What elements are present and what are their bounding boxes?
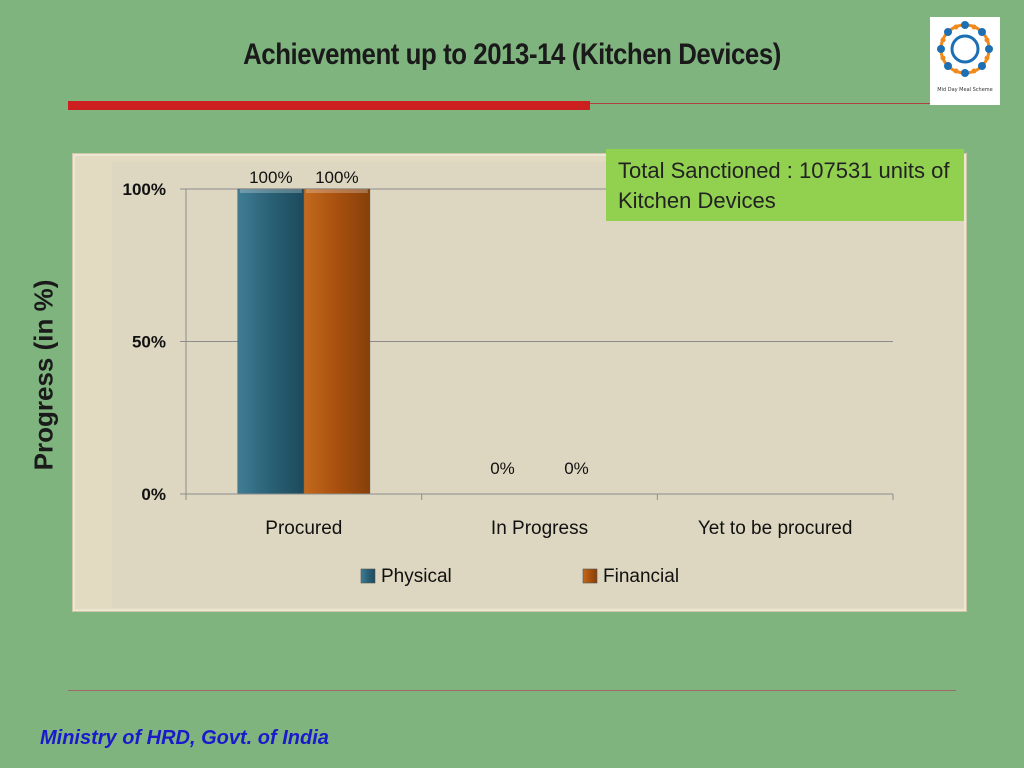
y-tick-label: 100%	[123, 180, 166, 199]
data-label: 100%	[315, 168, 358, 187]
legend-label-financial: Financial	[603, 566, 679, 587]
y-tick-label: 50%	[132, 333, 166, 352]
x-tick-label: Yet to be procured	[698, 518, 853, 539]
logo-emblem-icon	[937, 21, 993, 77]
logo-caption: Mid Day Meal Scheme	[937, 87, 993, 93]
bar-highlight	[305, 189, 368, 193]
footer-rule	[68, 690, 956, 691]
mid-day-meal-logo: Mid Day Meal Scheme	[930, 17, 1000, 105]
chart-panel: 0% 50% 100% 100% 100% 0% 0% Procured In Progre…	[72, 153, 967, 612]
legend-swatch-financial	[582, 568, 598, 584]
slide-title: Achievement up to 2013-14 (Kitchen Devic…	[243, 38, 781, 71]
x-tick-label: Procured	[265, 518, 342, 539]
y-tick-label: 0%	[141, 485, 166, 504]
footer-ministry: Ministry of HRD, Govt. of India	[40, 727, 329, 749]
data-label: 0%	[564, 459, 589, 478]
data-label: 100%	[249, 168, 292, 187]
y-axis-title: Progress (in %)	[28, 279, 59, 471]
data-label: 0%	[490, 459, 515, 478]
bar-chart: 0% 50% 100% 100% 100% 0% 0% Procured In Progre…	[112, 162, 964, 608]
bar-financial-1	[303, 188, 371, 495]
bar-highlight	[239, 189, 302, 193]
title-thin-rule	[590, 103, 930, 104]
total-sanctioned-note: Total Sanctioned : 107531 units of Kitch…	[606, 149, 964, 221]
bar-physical-1	[237, 188, 305, 495]
x-tick-label: In Progress	[491, 518, 588, 539]
legend-label-physical: Physical	[381, 566, 452, 587]
title-accent-rule	[68, 101, 590, 110]
legend-swatch-physical	[360, 568, 376, 584]
